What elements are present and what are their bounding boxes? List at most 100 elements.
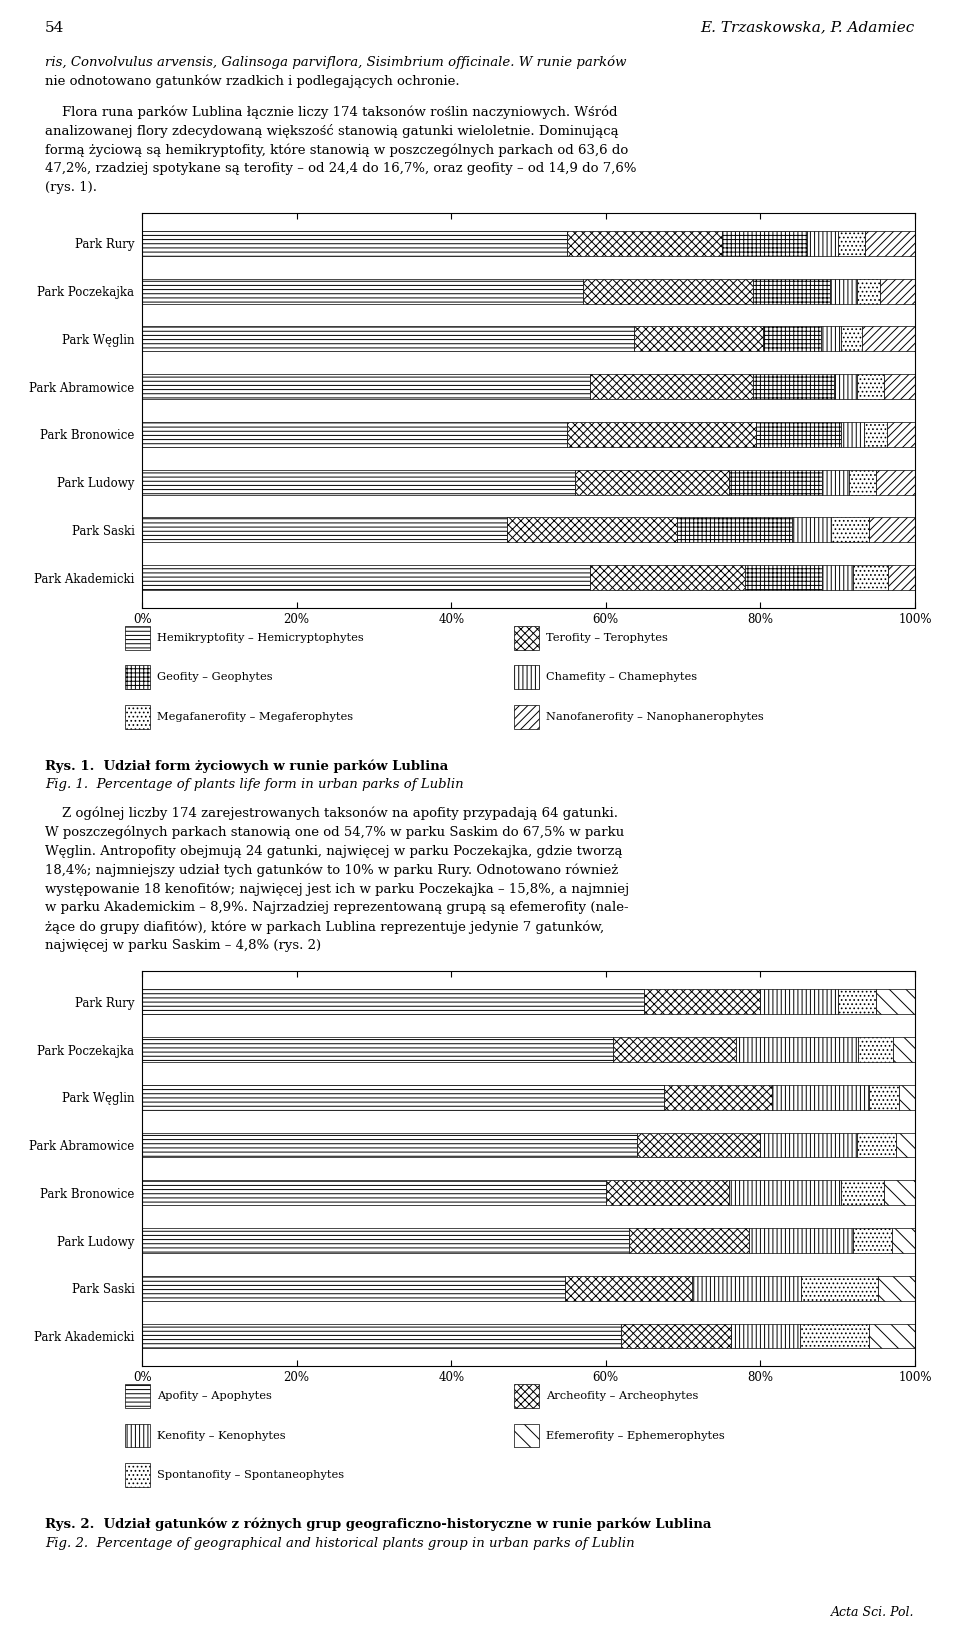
Bar [142, 517, 507, 542]
Bar [731, 1323, 800, 1348]
Bar [590, 374, 753, 398]
Bar [749, 1228, 853, 1253]
Bar [692, 1276, 801, 1300]
Bar [760, 1132, 857, 1157]
Bar [142, 565, 590, 589]
Bar [142, 1323, 621, 1348]
Bar [877, 1276, 915, 1300]
Bar [822, 469, 850, 494]
Bar [884, 374, 915, 398]
Text: żące do grupy diafitów), które w parkach Lublina reprezentuje jedynie 7 gatunków: żące do grupy diafitów), które w parkach… [45, 920, 604, 933]
Bar [629, 1228, 749, 1253]
Text: E. Trzaskowska, P. Adamiec: E. Trzaskowska, P. Adamiec [701, 20, 915, 35]
Bar [884, 1180, 915, 1205]
Text: Efemerofity – Ephemerophytes: Efemerofity – Ephemerophytes [546, 1430, 725, 1440]
Text: formą życiową są hemikryptofity, które stanowią w poszczególnych parkach od 63,6: formą życiową są hemikryptofity, które s… [45, 143, 629, 156]
Bar [142, 1228, 629, 1253]
Bar [862, 326, 915, 351]
Bar [850, 469, 876, 494]
Bar [142, 1037, 613, 1062]
Bar [887, 421, 915, 446]
Text: Fig. 1.  Percentage of plants life form in urban parks of Lublin: Fig. 1. Percentage of plants life form i… [45, 779, 464, 792]
Text: Fig. 2.  Percentage of geographical and historical plants group in urban parks o: Fig. 2. Percentage of geographical and h… [45, 1537, 635, 1551]
Text: Spontanofity – Spontaneophytes: Spontanofity – Spontaneophytes [157, 1470, 345, 1480]
Bar [838, 989, 876, 1014]
Bar [142, 421, 567, 446]
Bar [829, 278, 857, 303]
Bar [857, 1132, 896, 1157]
Bar [583, 278, 753, 303]
Bar [841, 326, 862, 351]
Bar [677, 517, 792, 542]
Text: Flora runa parków Lublina łącznie liczy 174 taksonów roślin naczyniowych. Wśród: Flora runa parków Lublina łącznie liczy … [45, 105, 617, 119]
Bar [636, 1132, 760, 1157]
Bar [841, 421, 864, 446]
Text: najwięcej w parku Saskim – 4,8% (rys. 2): najwięcej w parku Saskim – 4,8% (rys. 2) [45, 940, 322, 953]
Bar [634, 326, 762, 351]
Bar [800, 1323, 869, 1348]
Bar [590, 565, 745, 589]
Text: Z ogólnej liczby 174 zarejestrowanych taksonów na apofity przypadają 64 gatunki.: Z ogólnej liczby 174 zarejestrowanych ta… [45, 807, 618, 820]
Bar [745, 565, 822, 589]
Bar [606, 1180, 730, 1205]
Text: Terofity – Terophytes: Terofity – Terophytes [546, 632, 668, 642]
Bar [892, 1228, 915, 1253]
Text: Rys. 1.  Udział form życiowych w runie parków Lublina: Rys. 1. Udział form życiowych w runie pa… [45, 759, 448, 774]
Bar [865, 230, 915, 255]
Text: nie odnotowano gatunków rzadkich i podlegających ochronie.: nie odnotowano gatunków rzadkich i podle… [45, 76, 460, 89]
Text: Kenofity – Kenophytes: Kenofity – Kenophytes [157, 1430, 286, 1440]
Bar [876, 989, 915, 1014]
Bar [857, 374, 884, 398]
Bar [567, 421, 756, 446]
Text: Chamefity – Chamephytes: Chamefity – Chamephytes [546, 672, 697, 681]
Bar [822, 326, 841, 351]
Text: Geofity – Geophytes: Geofity – Geophytes [157, 672, 273, 681]
Text: Apofity – Apophytes: Apofity – Apophytes [157, 1391, 273, 1401]
Bar [893, 1037, 915, 1062]
Text: 47,2%, rzadziej spotykane są terofity – od 24,4 do 16,7%, oraz geofity – od 14,9: 47,2%, rzadziej spotykane są terofity – … [45, 161, 636, 174]
Bar [864, 421, 887, 446]
Bar [735, 1037, 857, 1062]
Text: ris, Convolvulus arvensis, Galinsoga parviflora, Sisimbrium officinale. W runie : ris, Convolvulus arvensis, Galinsoga par… [45, 56, 627, 69]
Bar [142, 326, 634, 351]
Bar [142, 1085, 663, 1109]
Bar [830, 517, 870, 542]
Bar [876, 469, 915, 494]
Text: (rys. 1).: (rys. 1). [45, 181, 97, 194]
Bar [853, 1228, 892, 1253]
Bar [838, 230, 865, 255]
Text: 54: 54 [45, 20, 64, 35]
Bar [507, 517, 677, 542]
Bar [730, 469, 822, 494]
Bar [806, 230, 838, 255]
Text: w parku Akademickim – 8,9%. Najrzadziej reprezentowaną grupą są efemerofity (nal: w parku Akademickim – 8,9%. Najrzadziej … [45, 902, 629, 915]
Text: Rys. 2.  Udział gatunków z różnych grup geograficzno-historyczne w runie parków : Rys. 2. Udział gatunków z różnych grup g… [45, 1518, 711, 1531]
Bar [756, 421, 841, 446]
Bar [567, 230, 722, 255]
Bar [663, 1085, 772, 1109]
Bar [792, 517, 830, 542]
Bar [869, 1323, 915, 1348]
Bar [870, 517, 915, 542]
Bar [880, 278, 915, 303]
Bar [857, 1037, 893, 1062]
Bar [900, 1085, 915, 1109]
Bar [142, 469, 575, 494]
Bar [888, 565, 915, 589]
Bar [760, 989, 838, 1014]
Bar [575, 469, 730, 494]
Bar [772, 1085, 869, 1109]
Bar [822, 565, 853, 589]
Bar [564, 1276, 692, 1300]
Bar [869, 1085, 900, 1109]
Text: 18,4%; najmniejszy udział tych gatunków to 10% w parku Rury. Odnotowano również: 18,4%; najmniejszy udział tych gatunków … [45, 864, 618, 877]
Text: Węglin. Antropofity obejmują 24 gatunki, najwięcej w parku Poczekajka, gdzie two: Węglin. Antropofity obejmują 24 gatunki,… [45, 844, 623, 858]
Text: analizowanej flory zdecydowaną większość stanowią gatunki wieloletnie. Dominując: analizowanej flory zdecydowaną większość… [45, 123, 619, 138]
Text: Archeofity – Archeophytes: Archeofity – Archeophytes [546, 1391, 699, 1401]
Text: Acta Sci. Pol.: Acta Sci. Pol. [831, 1606, 915, 1620]
Bar [142, 374, 590, 398]
Bar [142, 230, 567, 255]
Bar [142, 1132, 636, 1157]
Bar [801, 1276, 877, 1300]
Bar [730, 1180, 842, 1205]
